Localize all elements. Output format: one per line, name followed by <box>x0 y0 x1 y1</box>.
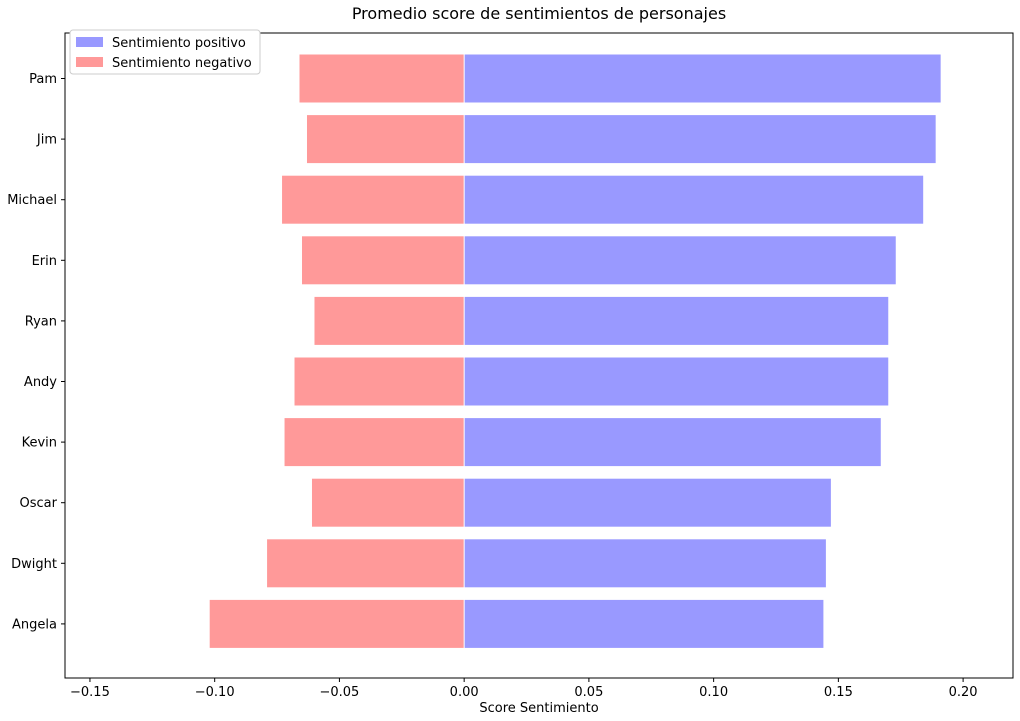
legend-swatch <box>76 37 103 47</box>
y-tick-label: Ryan <box>25 314 57 329</box>
negative-bar-erin <box>302 236 465 285</box>
positive-bar-kevin <box>464 418 881 467</box>
x-tick-label: 0.20 <box>949 685 978 700</box>
bars-layer <box>209 53 941 648</box>
y-tick-label: Michael <box>7 193 57 208</box>
negative-bar-angela <box>209 599 465 648</box>
positive-bar-jim <box>464 115 936 164</box>
y-tick-label: Jim <box>36 133 57 148</box>
y-tick-label: Kevin <box>22 436 57 451</box>
legend-swatch <box>76 57 103 67</box>
legend-box <box>69 29 261 75</box>
negative-bar-andy <box>294 357 465 406</box>
y-tick-label: Angela <box>12 617 57 632</box>
legend: Sentimiento positivo Sentimiento negativo <box>69 29 261 75</box>
x-tick-label: 0.10 <box>699 685 728 700</box>
positive-bar-dwight <box>464 539 826 588</box>
legend-label: Sentimiento negativo <box>112 56 252 71</box>
x-tick-label: −0.15 <box>70 685 110 700</box>
x-tick-label: 0.05 <box>574 685 603 700</box>
y-tick-label: Erin <box>32 254 57 269</box>
x-tick-label: −0.05 <box>319 685 359 700</box>
y-tick-label: Pam <box>29 72 57 87</box>
negative-bar-oscar <box>311 478 465 527</box>
positive-bar-angela <box>464 599 824 648</box>
positive-bar-erin <box>464 236 896 285</box>
plot-area <box>64 32 1014 679</box>
legend-label: Sentimiento positivo <box>112 36 246 51</box>
y-axis: Pam Jim Michael Erin Ryan Andy Kevin Oscar Dwigh… <box>7 72 65 632</box>
x-tick-label: −0.10 <box>195 685 235 700</box>
negative-bar-ryan <box>314 296 465 345</box>
y-tick-label: Dwight <box>11 557 57 572</box>
negative-bar-kevin <box>284 418 465 467</box>
positive-bar-pam <box>464 54 941 103</box>
negative-bar-pam <box>299 54 465 103</box>
y-tick-label: Andy <box>24 375 57 390</box>
chart-title: Promedio score de sentimientos de person… <box>352 4 726 23</box>
x-axis: −0.15 −0.10 −0.05 0.00 0.05 0.10 0.15 0.20 <box>70 678 978 700</box>
positive-bar-oscar <box>464 478 831 527</box>
x-tick-label: 0.15 <box>824 685 853 700</box>
negative-bar-dwight <box>267 539 465 588</box>
positive-bar-ryan <box>464 296 889 345</box>
x-tick-label: 0.00 <box>450 685 479 700</box>
negative-bar-jim <box>306 115 465 164</box>
negative-bar-michael <box>282 175 465 224</box>
positive-bar-michael <box>464 175 924 224</box>
x-axis-label: Score Sentimiento <box>479 701 598 716</box>
y-tick-label: Oscar <box>20 496 58 511</box>
positive-bar-andy <box>464 357 889 406</box>
